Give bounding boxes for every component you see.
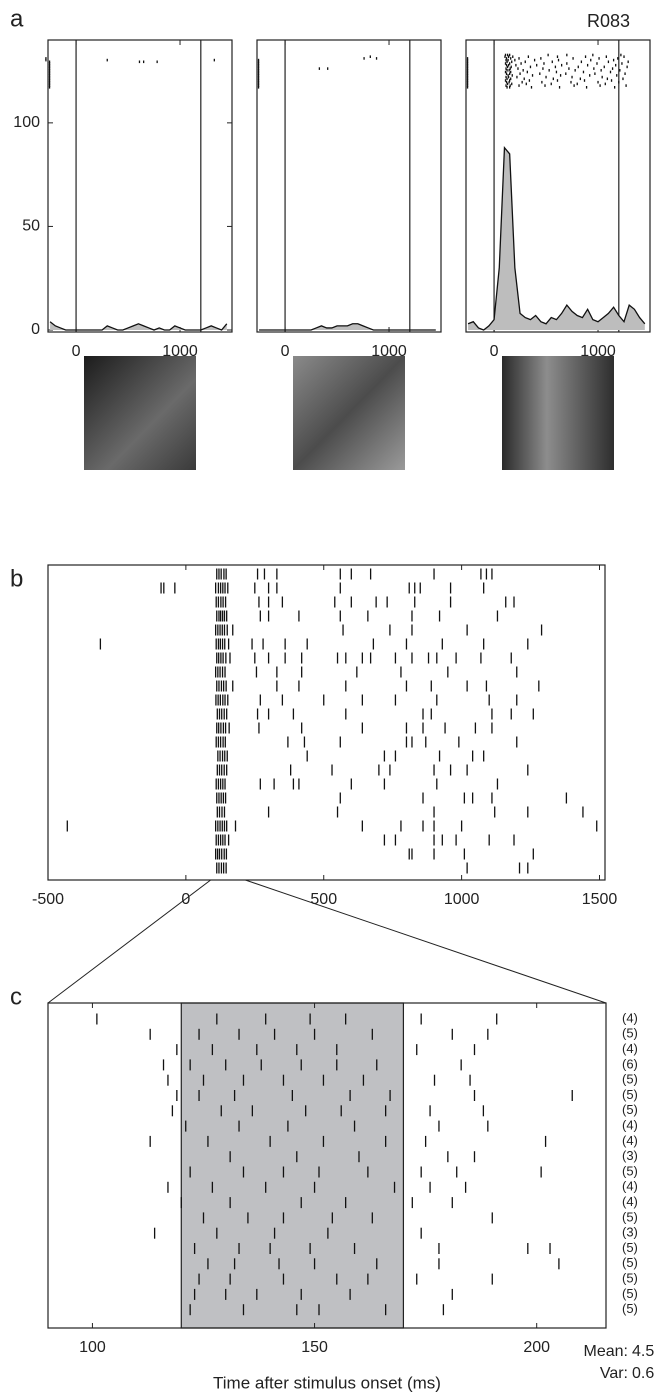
spike-count: (5) xyxy=(622,1072,638,1087)
psth-fill xyxy=(259,323,436,330)
y-tick-label: 0 xyxy=(31,321,40,338)
x-tick-label: 0 xyxy=(181,891,190,908)
spike-count: (5) xyxy=(622,1255,638,1270)
response-window xyxy=(180,1002,405,1329)
x-tick-label: 0 xyxy=(72,343,81,360)
spike-count: (5) xyxy=(622,1102,638,1117)
stat-label: Var: xyxy=(600,1365,628,1382)
spike-count: (6) xyxy=(622,1056,638,1071)
panel-label: a xyxy=(10,5,24,32)
spike-count: (3) xyxy=(622,1225,638,1240)
x-tick-label: 0 xyxy=(281,343,290,360)
x-axis-label: Time after stimulus onset (ms) xyxy=(213,1373,441,1392)
psth-fill xyxy=(50,321,227,330)
plot-frame xyxy=(465,39,651,333)
spike-count: (5) xyxy=(622,1271,638,1286)
stat-value: 0.6 xyxy=(632,1365,654,1382)
stimulus-image xyxy=(502,356,614,470)
x-tick-label: 100 xyxy=(79,1339,106,1356)
stimulus-image xyxy=(84,356,196,470)
psth-line xyxy=(467,146,646,331)
spike-count: (3) xyxy=(622,1148,638,1163)
spike-count: (5) xyxy=(622,1209,638,1224)
spike-count: (4) xyxy=(622,1010,638,1025)
spike-count: (4) xyxy=(622,1194,638,1209)
zoom-line xyxy=(245,879,607,1004)
plot-frame xyxy=(47,39,233,333)
spike-count: (5) xyxy=(622,1087,638,1102)
x-tick-label: 150 xyxy=(301,1339,328,1356)
spike-count: (4) xyxy=(622,1179,638,1194)
chart-title: R083 xyxy=(587,11,630,31)
spike-count: (5) xyxy=(622,1301,638,1316)
x-tick-label: 1500 xyxy=(582,891,618,908)
psth-line xyxy=(259,323,436,331)
stimulus-image xyxy=(293,356,405,470)
plot-frame xyxy=(256,39,442,333)
x-tick-label: 0 xyxy=(490,343,499,360)
spike-count: (4) xyxy=(622,1133,638,1148)
plot-frame xyxy=(47,564,606,881)
panel-label: b xyxy=(10,565,23,592)
zoom-line xyxy=(47,879,211,1004)
x-tick-label: 500 xyxy=(310,891,337,908)
x-tick-label: 1000 xyxy=(444,891,480,908)
y-tick-label: 50 xyxy=(22,218,40,235)
psth-fill xyxy=(468,147,645,330)
spike-count: (5) xyxy=(622,1026,638,1041)
x-tick-label: 200 xyxy=(523,1339,550,1356)
spike-count: (4) xyxy=(622,1118,638,1133)
x-tick-label: 1000 xyxy=(162,343,198,360)
spike-count: (5) xyxy=(622,1240,638,1255)
x-tick-label: 1000 xyxy=(371,343,407,360)
plot-frame xyxy=(47,1002,607,1329)
spike-count: (5) xyxy=(622,1163,638,1178)
panel-label: c xyxy=(10,983,22,1010)
psth-line xyxy=(49,321,228,331)
x-tick-label: 1000 xyxy=(580,343,616,360)
spike-count: (5) xyxy=(622,1286,638,1301)
stat-value: 4.5 xyxy=(632,1343,654,1360)
y-tick-label: 100 xyxy=(13,114,40,131)
spike-count: (4) xyxy=(622,1041,638,1056)
x-tick-label: -500 xyxy=(32,891,64,908)
stat-label: Mean: xyxy=(584,1343,628,1360)
